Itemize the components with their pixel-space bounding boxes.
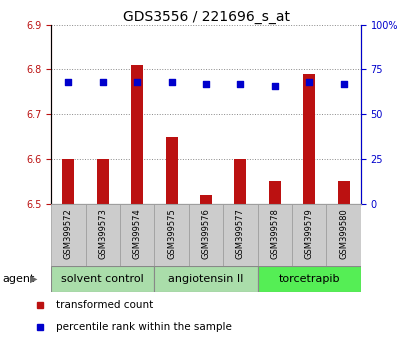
Bar (165, 137, 177, 204)
Text: ▶: ▶ (29, 274, 37, 284)
Text: solvent control: solvent control (61, 274, 144, 284)
Bar (326, 204, 360, 266)
Point (99, 79, 106, 85)
Bar (337, 181, 349, 204)
Text: GSM399580: GSM399580 (338, 209, 347, 259)
Text: GSM399577: GSM399577 (235, 209, 244, 259)
Bar (154, 266, 257, 292)
Point (305, 79, 312, 85)
Bar (62, 159, 74, 204)
Text: agent: agent (2, 274, 34, 284)
Text: GSM399578: GSM399578 (270, 209, 279, 259)
Bar (291, 204, 326, 266)
Text: torcetrapib: torcetrapib (278, 274, 339, 284)
Point (134, 79, 140, 85)
Text: GSM399573: GSM399573 (98, 209, 107, 259)
Bar (51, 266, 154, 292)
Bar (154, 204, 189, 266)
Bar (51, 204, 85, 266)
Point (168, 79, 175, 85)
Point (271, 83, 277, 88)
Text: GSM399575: GSM399575 (167, 209, 176, 259)
Point (202, 81, 209, 87)
Title: GDS3556 / 221696_s_at: GDS3556 / 221696_s_at (122, 10, 289, 24)
Bar (97, 159, 109, 204)
Bar (302, 74, 315, 204)
Bar (200, 195, 211, 204)
Text: GSM399579: GSM399579 (304, 209, 313, 259)
Text: angiotensin II: angiotensin II (168, 274, 243, 284)
Bar (120, 204, 154, 266)
Bar (257, 266, 360, 292)
Point (236, 81, 243, 87)
Bar (234, 159, 246, 204)
Text: percentile rank within the sample: percentile rank within the sample (56, 321, 231, 332)
Text: GSM399574: GSM399574 (133, 209, 142, 259)
Bar (222, 204, 257, 266)
Bar (85, 204, 120, 266)
Bar (189, 204, 222, 266)
Bar (131, 65, 143, 204)
Bar (257, 204, 291, 266)
Point (65, 79, 72, 85)
Bar (268, 181, 280, 204)
Text: GSM399572: GSM399572 (64, 209, 73, 259)
Point (339, 81, 346, 87)
Text: transformed count: transformed count (56, 300, 153, 310)
Text: GSM399576: GSM399576 (201, 209, 210, 259)
